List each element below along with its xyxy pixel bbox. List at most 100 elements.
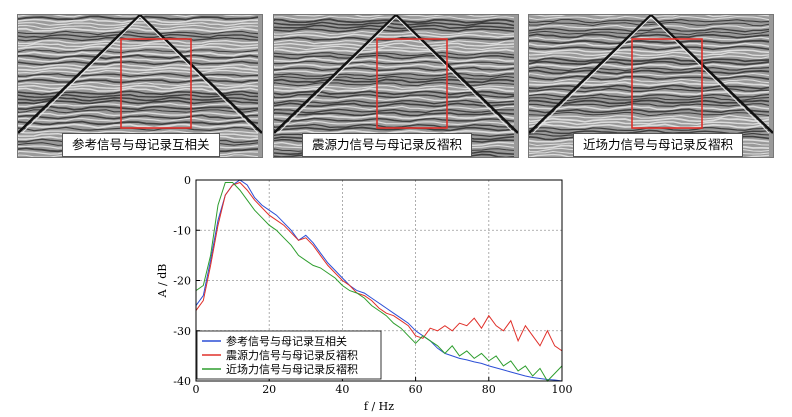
seismic-trace bbox=[18, 78, 259, 84]
seismic-trace bbox=[529, 84, 770, 90]
seismic-trace bbox=[529, 123, 770, 129]
first-arrival-highlight bbox=[277, 16, 515, 134]
seismic-trace bbox=[18, 93, 259, 99]
seismic-trace bbox=[18, 30, 259, 36]
seismic-trace bbox=[529, 72, 770, 78]
seismic-trace bbox=[18, 123, 259, 129]
seismic-trace bbox=[529, 27, 770, 33]
seismic-trace bbox=[274, 66, 515, 72]
seismic-trace bbox=[274, 102, 515, 108]
legend-label: 参考信号与母记录互相关 bbox=[226, 334, 347, 348]
panel-label-1: 参考信号与母记录互相关 bbox=[62, 133, 220, 157]
first-arrival-highlight bbox=[21, 16, 259, 134]
seismic-trace bbox=[529, 66, 770, 72]
seismic-trace bbox=[274, 108, 514, 114]
seismic-panel-2: 震源力信号与母记录反褶积 bbox=[273, 14, 519, 158]
legend-label: 震源力信号与母记录反褶积 bbox=[226, 348, 358, 362]
legend-label: 近场力信号与母记录反褶积 bbox=[226, 362, 358, 376]
seismic-trace bbox=[529, 33, 770, 39]
highlight-box bbox=[120, 38, 192, 129]
series-lines bbox=[195, 179, 563, 382]
y-tick-label: -10 bbox=[173, 224, 191, 237]
seismic-trace bbox=[18, 40, 259, 45]
seismic-trace bbox=[529, 63, 770, 69]
seismic-trace bbox=[18, 63, 259, 69]
seismic-trace bbox=[18, 120, 259, 126]
seismic-trace bbox=[274, 72, 515, 78]
legend-box bbox=[196, 330, 382, 380]
y-tick-label: -30 bbox=[173, 325, 191, 338]
seismic-trace bbox=[18, 111, 259, 117]
seismic-trace bbox=[274, 78, 515, 84]
seismic-trace bbox=[18, 66, 259, 72]
seismic-trace bbox=[274, 27, 515, 33]
y-tick-label: -20 bbox=[173, 275, 191, 288]
seismic-trace bbox=[274, 45, 515, 51]
seismic-trace bbox=[274, 15, 501, 18]
first-arrival-line bbox=[274, 15, 518, 134]
seismic-trace bbox=[274, 114, 515, 120]
seismic-trace bbox=[274, 129, 515, 135]
seismic-trace bbox=[274, 105, 514, 111]
seismic-trace bbox=[529, 105, 770, 111]
seismic-trace bbox=[274, 15, 515, 21]
y-axis-title: A / dB bbox=[156, 264, 169, 299]
seismic-trace bbox=[274, 39, 515, 45]
highlight-box bbox=[631, 38, 703, 129]
seismic-trace bbox=[18, 75, 258, 81]
seismic-trace bbox=[529, 39, 770, 45]
seismic-trace bbox=[18, 51, 258, 57]
seismic-trace bbox=[529, 51, 770, 57]
seismic-trace bbox=[529, 24, 770, 30]
seismic-trace bbox=[274, 93, 515, 99]
seismic-trace bbox=[18, 18, 259, 24]
seismic-trace bbox=[18, 96, 259, 102]
seismic-trace bbox=[529, 45, 770, 51]
seismic-trace bbox=[274, 126, 515, 132]
x-tick-label: 60 bbox=[409, 383, 423, 396]
seismic-trace bbox=[274, 54, 515, 60]
seismic-trace bbox=[274, 60, 515, 65]
seismic-trace bbox=[18, 42, 259, 48]
seismic-trace bbox=[274, 57, 515, 63]
seismic-trace bbox=[529, 121, 770, 126]
y-tick-label: 0 bbox=[184, 174, 191, 187]
highlight-box bbox=[376, 38, 448, 129]
seismic-trace bbox=[529, 57, 770, 63]
seismic-trace bbox=[529, 60, 770, 66]
first-arrival-line bbox=[18, 15, 262, 134]
seismic-trace bbox=[18, 117, 258, 123]
seismic-trace bbox=[18, 105, 259, 111]
seismic-trace bbox=[18, 27, 259, 33]
seismic-panel-1: 参考信号与母记录互相关 bbox=[17, 14, 263, 158]
seismic-trace bbox=[274, 63, 515, 69]
seismic-panel-3: 近场力信号与母记录反褶积 bbox=[528, 14, 774, 158]
ticks: 0 20 40 60 80 100 0 -10 -20 -30 -40 bbox=[173, 174, 572, 396]
seismic-trace bbox=[274, 24, 515, 30]
seismic-trace bbox=[529, 15, 770, 18]
seismic-trace bbox=[18, 57, 259, 63]
seismic-trace bbox=[274, 75, 515, 81]
seismic-trace bbox=[18, 90, 259, 96]
series-line-1 bbox=[195, 179, 563, 382]
seismic-trace bbox=[274, 96, 515, 102]
seismic-trace bbox=[529, 78, 770, 84]
seismic-trace bbox=[529, 42, 770, 48]
seismic-trace bbox=[529, 93, 770, 98]
seismic-trace bbox=[274, 33, 515, 39]
seismic-trace bbox=[18, 60, 259, 66]
seismic-trace bbox=[274, 120, 515, 126]
seismic-trace bbox=[529, 81, 770, 87]
seismic-trace bbox=[274, 48, 515, 54]
seismic-trace bbox=[18, 130, 259, 134]
seismic-trace bbox=[18, 45, 259, 51]
seismic-trace bbox=[18, 24, 259, 30]
seismic-trace bbox=[274, 42, 515, 48]
seismic-trace bbox=[18, 49, 259, 54]
seismic-trace bbox=[18, 54, 259, 60]
seismic-trace bbox=[274, 123, 515, 129]
seismic-trace bbox=[18, 33, 259, 39]
seismic-trace bbox=[18, 114, 258, 120]
